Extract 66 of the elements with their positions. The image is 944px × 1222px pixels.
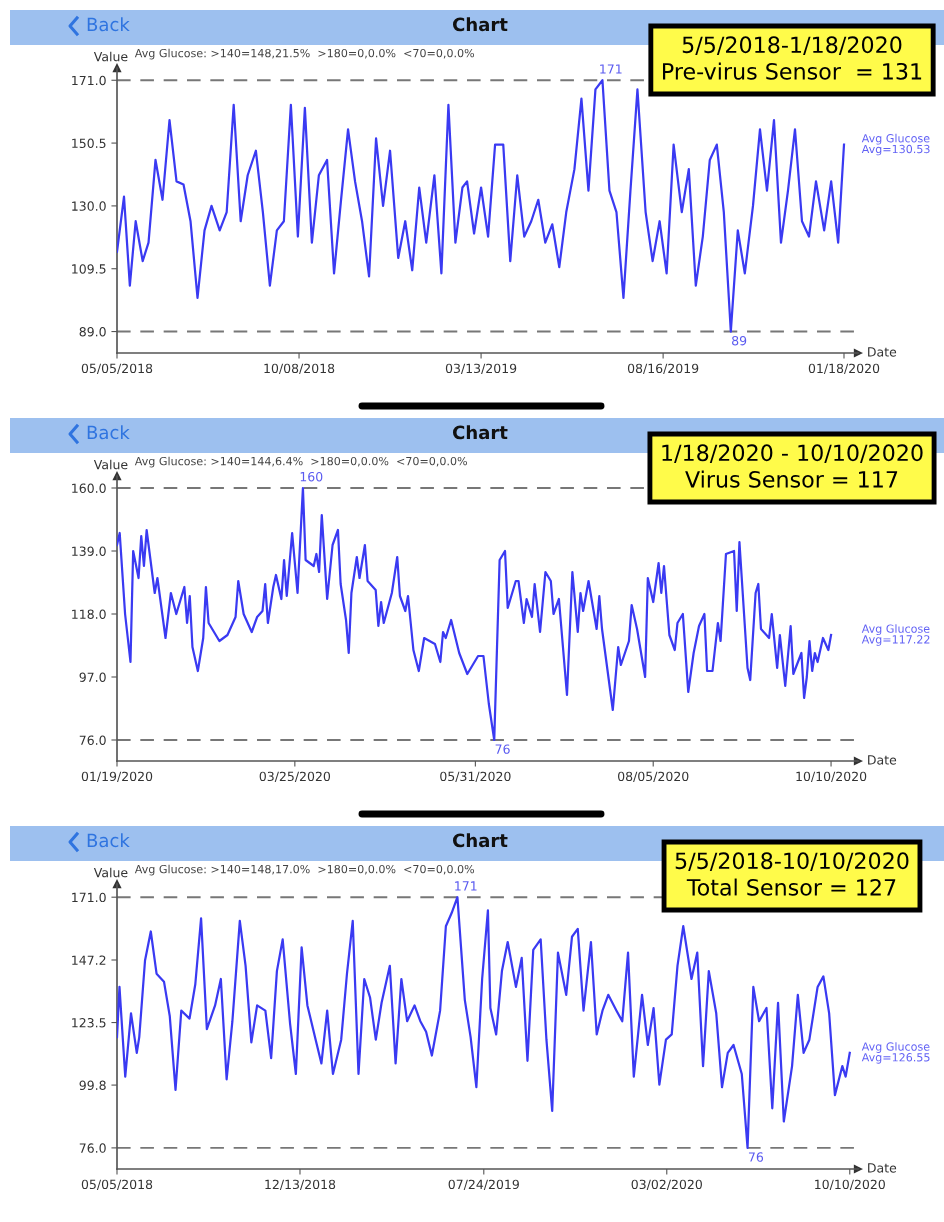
x-tick-label: 03/02/2020 [631,1179,702,1191]
annotation: 89 [732,335,747,346]
y-tick-label: 171.0 [72,75,106,86]
x-tick-label: 10/10/2020 [815,1179,885,1191]
annotation: 76 [748,1152,764,1162]
chart-title: Chart [452,17,508,32]
x-tick-label: 08/05/2020 [618,771,689,783]
text: Back [87,17,130,32]
x-tick-label: 12/13/2018 [265,1179,336,1191]
x-axis-title: Date [868,1163,897,1173]
annotation: Pre-virus Sensor = 131 [663,62,922,80]
text: 1/18/2020 - 10/10/2020 [662,444,923,463]
y-tick-label: 150.5 [72,138,106,149]
annotation: Virus Sensor = 117 [685,470,898,488]
text: 5/5/2018-10/10/2020 [675,852,909,871]
x-tick-label: 01/18/2020 [808,363,880,375]
x-tick-label: 03/13/2019 [445,363,517,375]
y-tick-label: 89.0 [79,327,106,337]
chart-title: Chart [452,833,508,848]
text: Avg=126.55 [861,1053,930,1064]
y-tick-label: 118.0 [72,609,106,619]
x-tick-label: 05/05/2018 [81,363,153,375]
y-tick-label: 76.0 [79,1143,106,1153]
chart-title: Chart [452,425,508,440]
line-series [117,896,851,1149]
y-tick-label: 160.0 [72,483,106,493]
y-axis-title: Value [93,867,128,878]
line-series [117,79,846,333]
text: Back [87,425,130,440]
y-tick-label: 147.2 [72,955,106,965]
y-tick-label: 171.0 [72,892,106,903]
annotation: Total Sensor = 127 [686,878,896,896]
x-tick-label: 01/19/2020 [81,771,153,783]
y-axis-title: Value [93,459,128,470]
y-tick-label: 97.0 [79,672,106,682]
y-tick-label: 99.8 [79,1080,106,1091]
x-tick-label: 10/08/2018 [264,363,335,375]
annotation: 76 [495,744,510,754]
x-tick-label: 03/25/2020 [259,771,331,783]
series-label: Avg Glucose [861,1042,930,1053]
y-tick-label: 109.5 [72,264,106,274]
x-tick-label: 05/31/2020 [440,771,511,783]
x-tick-label: 05/05/2018 [81,1179,153,1191]
y-tick-label: 139.0 [72,546,106,556]
series-label: Avg Glucose [861,133,930,145]
text: Avg Glucose: >140=144,6.4% >180=0,0.0% <70=0,0.0% [134,456,467,468]
text: Avg=117.22 [861,635,930,646]
x-axis-title: Date [868,347,897,357]
text: Back [87,833,130,848]
annotation: 171 [600,64,622,74]
annotation: 171 [455,881,477,891]
line-series [117,486,833,742]
text: 5/5/2018-1/18/2020 [682,36,902,55]
y-axis-title: Value [93,51,128,62]
y-tick-label: 123.5 [72,1018,106,1028]
text: Avg Glucose: >140=148,21.5% >180=0,0.0% <70=0,0.0% [134,48,475,60]
text: Avg Glucose: >140=148,17.0% >180=0,0.0% <70=0,0.0% [134,864,475,876]
annotation: 160 [300,471,323,482]
x-tick-label: 08/16/2019 [627,363,699,375]
y-tick-label: 130.0 [72,201,106,211]
x-tick-label: 10/10/2020 [796,771,867,783]
y-tick-label: 76.0 [79,735,106,745]
text: Avg=130.53 [861,144,930,156]
text: Avg Glucose [861,624,930,635]
x-tick-label: 07/24/2019 [448,1179,519,1191]
x-axis-title: Date [868,755,897,765]
